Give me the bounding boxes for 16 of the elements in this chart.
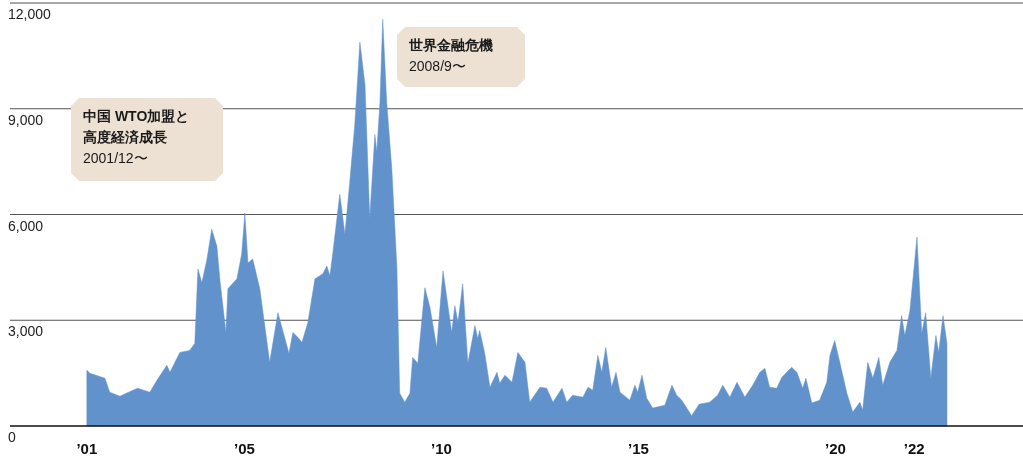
annotation: 2008/9〜 [409, 58, 466, 74]
annotation: 中国 WTO加盟と [83, 108, 190, 124]
annotation: 2001/12〜 [83, 150, 148, 166]
x-tick-label: ’15 [628, 440, 649, 457]
x-tick-label: ’05 [234, 440, 255, 457]
x-tick-label: ’01 [76, 440, 98, 457]
x-tick-label: ’20 [825, 440, 846, 457]
y-tick-label: 12,000 [8, 6, 52, 22]
y-tick-label: 9,000 [8, 111, 44, 128]
annotation: 世界金融危機 [408, 37, 493, 53]
y-tick-label: 3,000 [8, 323, 44, 340]
annotation: 高度経済成長 [83, 129, 167, 145]
x-tick-label: ’22 [903, 440, 925, 457]
y-tick-label: 6,000 [8, 217, 44, 234]
x-tick-label: ’10 [431, 440, 452, 457]
y-tick-label: 0 [8, 429, 16, 445]
